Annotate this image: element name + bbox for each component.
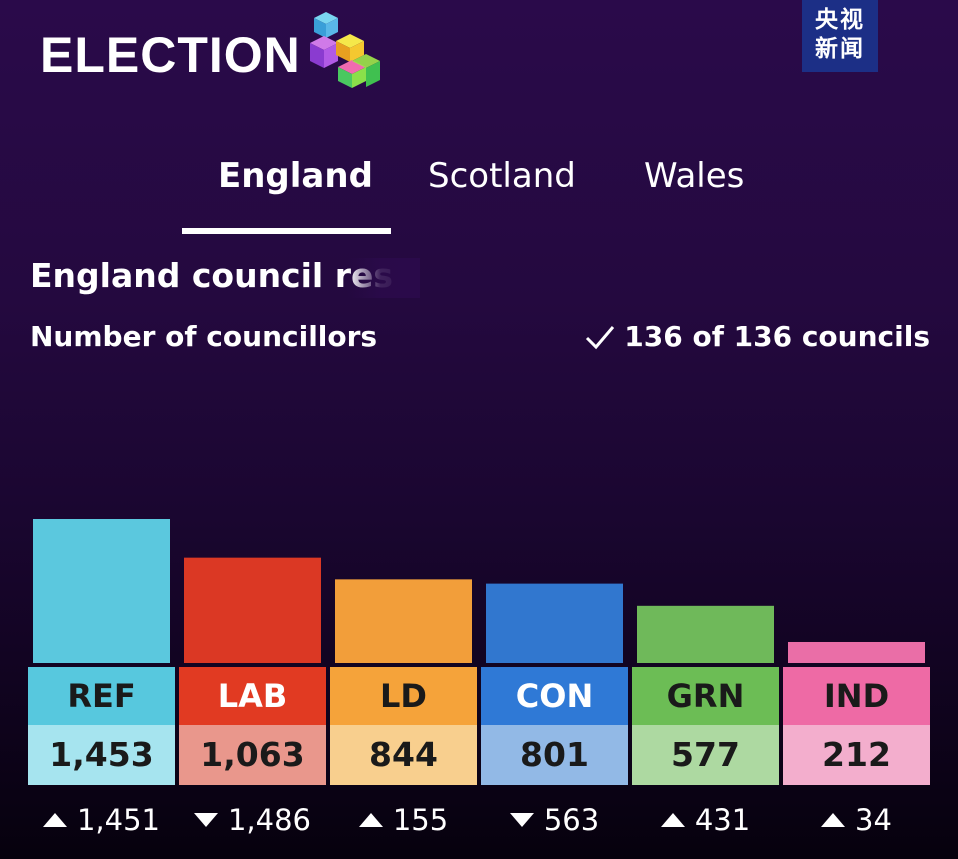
seat-count-grn: 577 [671, 735, 740, 774]
party-label-ind: IND [823, 677, 890, 715]
party-label-ref: REF [67, 677, 136, 715]
value-bg-lab [179, 725, 326, 785]
councils-status: 136 of 136 councils [584, 320, 930, 353]
check-icon [586, 325, 615, 349]
seat-change-con: 563 [481, 800, 628, 840]
value-bg-con [481, 725, 628, 785]
seat-change-ref: 1,451 [28, 800, 175, 840]
seat-change-value: 1,451 [76, 803, 161, 837]
title-fade-overlay [348, 258, 420, 298]
bar-grn [637, 605, 774, 663]
party-label-lab: LAB [217, 677, 288, 715]
seat-change-ld: 155 [330, 800, 477, 840]
party-label-grn: GRN [666, 677, 745, 715]
seat-change-value: 1,486 [227, 803, 312, 837]
party-label-bg-ind [783, 667, 930, 725]
party-label-bg-ref [28, 667, 175, 725]
value-bg-ref [28, 725, 175, 785]
value-bg-grn [632, 725, 779, 785]
bar-con [486, 583, 623, 663]
seat-change-lab: 1,486 [179, 800, 326, 840]
watermark-line-2: 新闻 [815, 36, 865, 62]
triangle-up-icon [42, 813, 67, 827]
seat-change-value: 563 [543, 803, 600, 837]
seat-count-ind: 212 [822, 735, 891, 774]
triangle-down-icon [509, 813, 534, 827]
watermark-line-1: 央视 [815, 7, 865, 33]
triangle-up-icon [660, 813, 685, 827]
tab-scotland[interactable]: Scotland [428, 156, 576, 196]
region-tabs: England Scotland Wales [0, 150, 958, 240]
bar-ind [788, 641, 925, 663]
party-label-con: CON [515, 677, 594, 715]
active-tab-indicator [182, 228, 391, 234]
party-label-bg-con [481, 667, 628, 725]
seat-change-value: 155 [392, 803, 449, 837]
election-cubes-icon [310, 12, 380, 88]
tab-wales[interactable]: Wales [644, 156, 745, 196]
seat-change-ind: 34 [783, 800, 930, 840]
seat-count-ref: 1,453 [49, 735, 154, 774]
seat-count-lab: 1,063 [200, 735, 305, 774]
councils-status-text: 136 of 136 councils [624, 320, 930, 353]
chart-subtitle: Number of councillors [30, 320, 378, 353]
seat-count-con: 801 [520, 735, 589, 774]
seat-change-grn: 431 [632, 800, 779, 840]
party-label-bg-lab [179, 667, 326, 725]
seat-change-value: 431 [694, 803, 751, 837]
seat-count-ld: 844 [369, 735, 438, 774]
party-label-bg-ld [330, 667, 477, 725]
bar-ld [335, 579, 472, 663]
cctv-news-watermark: 央视 新闻 [802, 0, 878, 72]
party-label-bg-grn [632, 667, 779, 725]
party-label-ld: LD [380, 677, 427, 715]
tab-england[interactable]: England [218, 156, 373, 196]
bar-lab [184, 557, 321, 663]
triangle-up-icon [821, 813, 846, 827]
bar-ref [33, 519, 170, 663]
triangle-up-icon [358, 813, 383, 827]
value-bg-ld [330, 725, 477, 785]
triangle-down-icon [193, 813, 218, 827]
seat-change-value: 34 [855, 803, 892, 837]
value-bg-ind [783, 725, 930, 785]
logo-text: ELECTION [40, 27, 301, 83]
chart-title: England council res [30, 256, 394, 295]
